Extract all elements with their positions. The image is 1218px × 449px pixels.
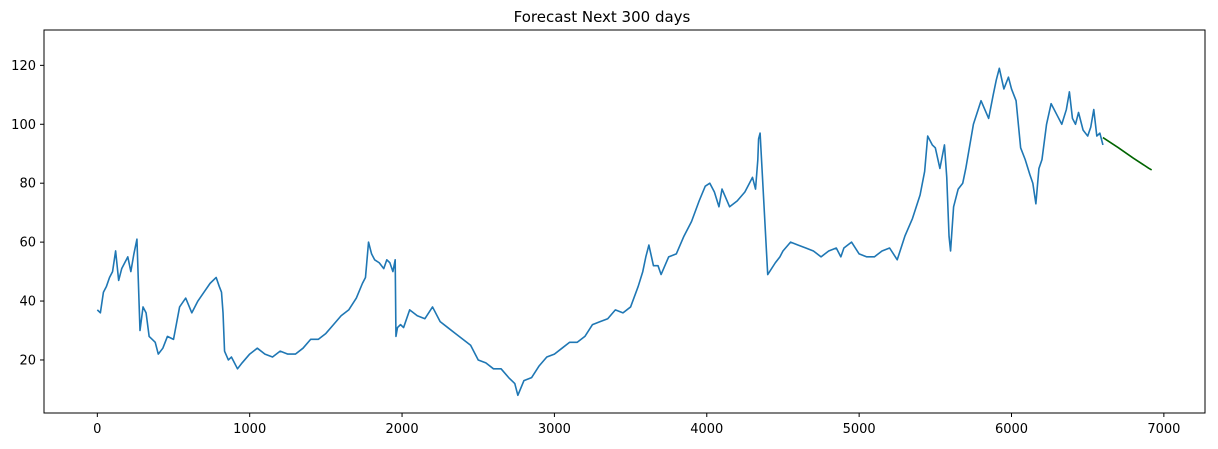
x-tick-label: 2000 bbox=[386, 422, 419, 437]
y-tick-label: 40 bbox=[19, 295, 36, 310]
y-tick-label: 20 bbox=[19, 353, 36, 368]
x-tick-label: 0 bbox=[93, 422, 101, 437]
series-layer bbox=[96, 67, 1153, 397]
chart-title: Forecast Next 300 days bbox=[514, 8, 691, 26]
y-tick-label: 80 bbox=[19, 177, 36, 192]
forecast-line bbox=[1102, 136, 1153, 171]
x-tick-label: 4000 bbox=[690, 422, 723, 437]
y-tick-label: 100 bbox=[11, 118, 36, 133]
x-tick-label: 3000 bbox=[538, 422, 571, 437]
x-tick-label: 1000 bbox=[233, 422, 266, 437]
x-tick-label: 6000 bbox=[995, 422, 1028, 437]
x-tick-label: 7000 bbox=[1147, 422, 1180, 437]
historical-price-line bbox=[96, 67, 1104, 397]
plot-area-frame bbox=[43, 29, 1206, 414]
y-tick-label: 60 bbox=[19, 236, 36, 251]
y-axis: 20 40 60 80 100 120 bbox=[11, 59, 44, 368]
y-tick-label: 120 bbox=[11, 59, 36, 74]
x-axis: 0 1000 2000 3000 4000 5000 6000 7000 bbox=[93, 413, 1180, 437]
x-tick-label: 5000 bbox=[843, 422, 876, 437]
